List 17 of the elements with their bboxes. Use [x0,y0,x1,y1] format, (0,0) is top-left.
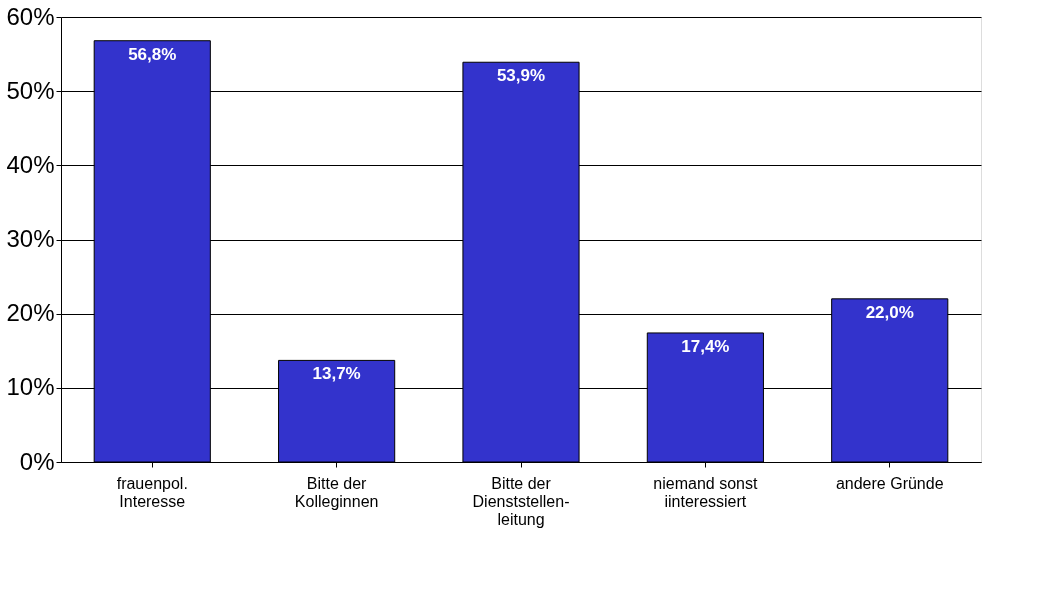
y-tick-label: 50% [6,76,55,104]
x-tick-label: Bitte der Kolleginnen [294,474,379,510]
x-tick-label: Bitte der Dienststellen- leitung [472,474,570,528]
x-tick-label: niemand sonst iinteressiert [653,474,758,510]
data-label: 22,0% [865,302,914,322]
x-tick-label: frauenpol. Interesse [116,474,188,510]
data-label: 53,9% [496,66,546,86]
data-label: 13,7% [312,364,361,384]
data-label: 17,4% [681,336,730,356]
x-tick-label: andere Gründe [835,474,944,492]
y-tick-label: 40% [6,150,55,178]
data-label: 56,8% [128,44,177,64]
y-tick-label: 0% [19,447,55,475]
y-tick-label: 10% [6,373,55,401]
y-tick-label: 20% [6,299,55,327]
y-tick-label: 30% [6,225,55,252]
y-tick-label: 60% [6,2,55,30]
